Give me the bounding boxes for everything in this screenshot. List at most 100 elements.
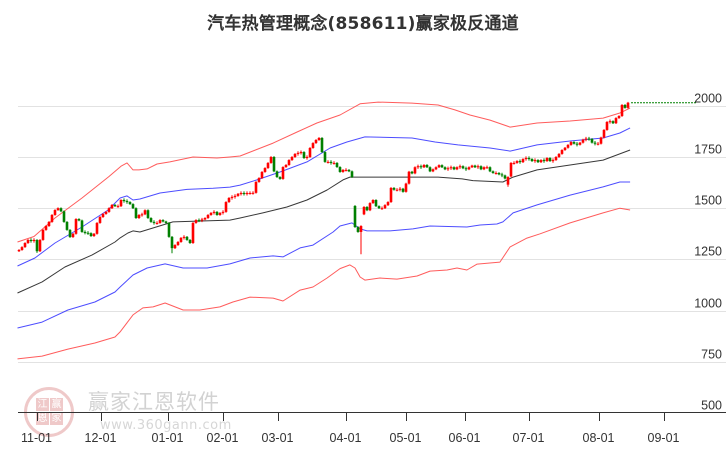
candle-up [158, 220, 162, 223]
candle-up [50, 214, 54, 222]
candle-down [302, 152, 306, 159]
candle-up [557, 153, 561, 157]
candle-down [122, 200, 126, 202]
candle-up [515, 161, 519, 163]
candle-up [251, 192, 255, 194]
candle-up [482, 167, 486, 170]
candle-down [167, 222, 171, 237]
candle-up [182, 236, 186, 238]
candle-down [338, 167, 342, 172]
candle-down [77, 219, 81, 221]
candle-up [53, 210, 57, 215]
candle-down [152, 221, 156, 223]
candle-down [146, 210, 150, 219]
candle-down [65, 221, 69, 230]
candle-up [236, 193, 240, 196]
candle-down [83, 231, 87, 233]
candle-up [206, 214, 210, 219]
candle-down [356, 227, 360, 232]
chart-title: 汽车热管理概念(858611)赢家极反通道 [207, 14, 519, 34]
candle-down [374, 200, 378, 207]
candle-down [419, 166, 423, 168]
candle-up [290, 157, 294, 161]
x-tick-label: 06-01 [449, 431, 481, 445]
candle-up [398, 188, 402, 190]
candle-up [551, 160, 555, 162]
y-tick-label: 500 [701, 399, 722, 413]
candle-up [257, 178, 261, 182]
candle-up [566, 144, 570, 148]
candle-down [536, 160, 540, 163]
candle-up [104, 211, 108, 214]
candle-up [545, 158, 549, 162]
candle-down [575, 143, 579, 145]
candle-up [317, 137, 321, 141]
candle-down [128, 202, 132, 205]
candle-up [179, 237, 183, 242]
candle-down [89, 233, 93, 237]
candle-up [287, 160, 291, 165]
y-tick-label: 1750 [694, 143, 722, 157]
candle-up [266, 162, 270, 169]
candle-up [578, 142, 582, 145]
candle-up [137, 214, 141, 219]
candle-down [185, 236, 189, 240]
candle-down [530, 159, 534, 162]
candle-down [353, 205, 357, 228]
candle-down [497, 172, 501, 175]
lower-outer-band [17, 207, 631, 360]
candle-up [563, 147, 567, 151]
candle-down [62, 211, 66, 222]
candle-up [218, 212, 222, 215]
candle-down [149, 218, 153, 222]
y-tick-label: 1000 [694, 297, 722, 311]
candle-down [113, 204, 117, 207]
candle-up [230, 196, 234, 198]
x-tick-label: 11-01 [21, 431, 52, 445]
candle-up [248, 193, 252, 195]
candle-down [488, 167, 492, 172]
candle-up [383, 205, 387, 209]
candle-down [80, 220, 84, 232]
x-tick-label: 05-01 [390, 431, 422, 445]
candle-down [335, 162, 339, 168]
candle-up [98, 217, 102, 223]
y-tick-label: 1500 [694, 194, 722, 208]
candle-up [308, 147, 312, 157]
candle-down [215, 211, 219, 215]
candle-down [425, 164, 429, 168]
candle-up [44, 226, 48, 230]
candle-up [263, 168, 267, 172]
candle-down [320, 137, 324, 153]
candle-down [500, 174, 504, 176]
candle-up [227, 197, 231, 203]
candle-down [518, 161, 522, 163]
x-tick-label: 08-01 [583, 431, 615, 445]
candle-up [341, 169, 345, 172]
candle-down [350, 171, 354, 178]
candle-up [584, 138, 588, 140]
candle-down [272, 157, 276, 172]
candle-up [296, 152, 300, 154]
candle-up [389, 187, 393, 203]
candle-up [281, 167, 285, 179]
x-tick-label: 12-01 [85, 431, 117, 445]
candle-up [386, 202, 390, 206]
candle-up [116, 206, 120, 208]
candle-up [434, 167, 438, 170]
candle-up [560, 150, 564, 154]
x-tick-label: 07-01 [513, 431, 545, 445]
candle-down [527, 158, 531, 160]
candle-up [23, 243, 27, 248]
candle-up [413, 167, 417, 174]
candle-up [332, 162, 336, 164]
candle-down [161, 220, 165, 222]
candle-up [233, 195, 237, 197]
candle-down [242, 193, 246, 195]
candle-up [110, 204, 114, 209]
candle-up [203, 218, 207, 220]
candle-down [464, 168, 468, 170]
candle-up [245, 193, 249, 195]
candle-up [608, 121, 612, 123]
